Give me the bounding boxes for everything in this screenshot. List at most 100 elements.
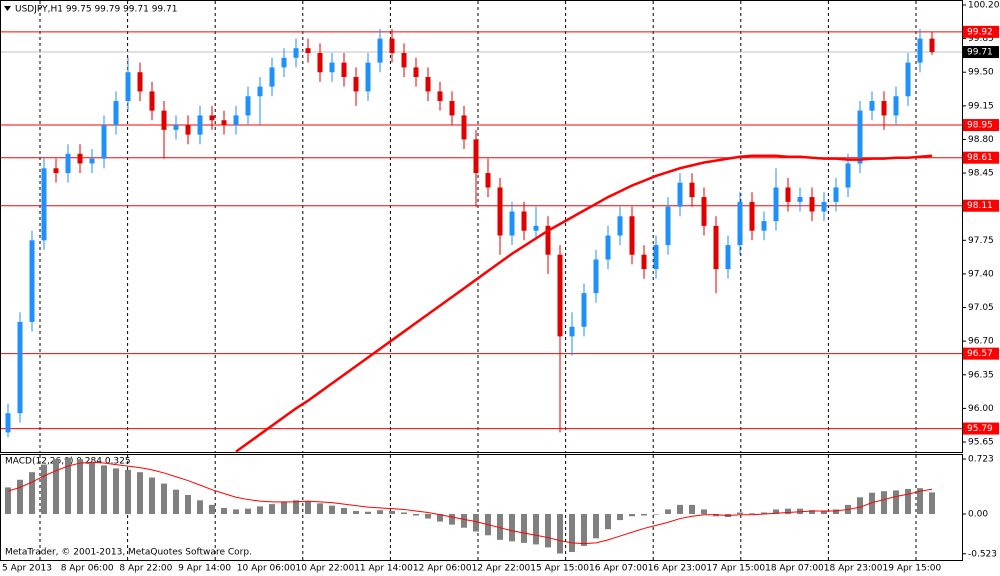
macd-bar xyxy=(593,514,599,539)
candle-body xyxy=(689,182,695,198)
level-tag xyxy=(963,422,999,435)
macd-bar xyxy=(161,483,167,515)
macd-bar xyxy=(461,514,467,528)
y-tick-label: 97.05 xyxy=(968,303,994,313)
y-tick-label: 95.65 xyxy=(968,438,994,448)
macd-bar xyxy=(269,504,275,515)
candle-body xyxy=(413,67,419,78)
last-price-tag xyxy=(963,46,999,59)
candle-body xyxy=(533,225,539,231)
level-tag xyxy=(963,347,999,360)
macd-bar xyxy=(557,514,563,554)
macd-bar xyxy=(89,462,95,515)
level-label: 99.92 xyxy=(967,27,993,37)
x-tick-label: 8 Apr 06:00 xyxy=(61,564,114,574)
candle-body xyxy=(797,197,803,202)
macd-bar xyxy=(149,477,155,515)
candle-body xyxy=(497,187,503,236)
candle-body xyxy=(833,187,839,202)
macd-bar xyxy=(689,504,695,515)
candle-body xyxy=(629,216,635,255)
macd-bar xyxy=(317,503,323,515)
candle-body xyxy=(677,182,683,207)
candle-body xyxy=(317,53,323,73)
y-tick-label: 97.40 xyxy=(968,269,994,279)
macd-bar xyxy=(509,514,515,542)
y-tick-label: 96.35 xyxy=(968,370,994,380)
x-tick-label: 15 Apr 15:00 xyxy=(530,564,589,574)
macd-bar xyxy=(425,514,431,519)
last-price-label: 99.71 xyxy=(967,48,993,58)
candle-body xyxy=(101,125,107,159)
macd-bar xyxy=(137,472,143,515)
level-label: 98.95 xyxy=(967,121,993,131)
macd-bar xyxy=(449,514,455,525)
level-tag xyxy=(963,151,999,164)
macd-bar xyxy=(473,514,479,532)
candle-body xyxy=(809,197,815,212)
y-tick-label: -0.523 xyxy=(968,549,997,559)
candle-body xyxy=(221,120,227,126)
macd-bar xyxy=(113,468,119,515)
macd-bar xyxy=(905,488,911,515)
x-tick-label: 12 Apr 22:00 xyxy=(472,564,531,574)
macd-bar xyxy=(329,505,335,515)
x-tick-label: 10 Apr 22:00 xyxy=(296,564,355,574)
main-window xyxy=(0,0,963,453)
candle-body xyxy=(545,225,551,255)
candle-body xyxy=(449,101,455,116)
candle-body xyxy=(473,139,479,174)
macd-bar xyxy=(401,512,407,515)
candle-body xyxy=(173,125,179,130)
y-tick-label: 99.85 xyxy=(968,34,994,44)
x-tick-label: 18 Apr 23:00 xyxy=(824,564,883,574)
macd-bar xyxy=(341,507,347,515)
chart-title: USDJPY,H1 99.75 99.79 99.71 99.71 xyxy=(15,5,177,15)
candle-body xyxy=(617,216,623,236)
footer: MetaTrader, © 2001-2013, MetaQuotes Soft… xyxy=(5,548,252,558)
candle-body xyxy=(329,62,335,73)
macd-bar xyxy=(77,459,83,515)
level-label: 96.57 xyxy=(967,349,993,359)
macd-bar xyxy=(773,509,779,515)
candle-body xyxy=(245,96,251,116)
x-tick-label: 9 Apr 14:00 xyxy=(178,564,231,574)
y-tick-label: 0.723 xyxy=(968,455,994,465)
y-tick-label: 96.00 xyxy=(968,404,994,414)
candle-body xyxy=(557,254,563,337)
candle-body xyxy=(305,48,311,54)
macd-bar xyxy=(785,508,791,515)
y-tick-label: 98.80 xyxy=(968,135,994,145)
candle-body xyxy=(65,153,71,174)
macd-bar xyxy=(761,512,767,515)
candle-body xyxy=(161,110,167,130)
x-tick-label: 18 Apr 07:00 xyxy=(765,564,824,574)
candle-body xyxy=(437,91,443,102)
macd-bar xyxy=(353,510,359,515)
candle-body xyxy=(713,225,719,270)
candle-body xyxy=(53,168,59,174)
candle-body xyxy=(341,62,347,78)
macd-bar xyxy=(821,510,827,515)
candle-body xyxy=(353,77,359,92)
y-tick-label: 99.15 xyxy=(968,101,994,111)
candle-body xyxy=(893,96,899,116)
x-tick-label: 12 Apr 06:00 xyxy=(413,564,472,574)
macd-bar xyxy=(917,488,923,515)
x-tick-label: 11 Apr 14:00 xyxy=(354,564,413,574)
macd-bar xyxy=(545,514,551,548)
candle-body xyxy=(17,321,23,414)
candle-body xyxy=(701,197,707,226)
level-tag xyxy=(963,119,999,132)
level-label: 98.61 xyxy=(967,153,993,163)
candle-body xyxy=(377,38,383,63)
macd-bar xyxy=(257,506,263,515)
y-tick-label: 0.00 xyxy=(968,510,988,520)
macd-bar xyxy=(293,500,299,515)
menu-icon xyxy=(4,6,11,11)
macd-bar xyxy=(881,491,887,515)
macd-bar xyxy=(605,514,611,530)
macd-bar xyxy=(197,500,203,515)
y-tick-label: 99.50 xyxy=(968,68,994,78)
